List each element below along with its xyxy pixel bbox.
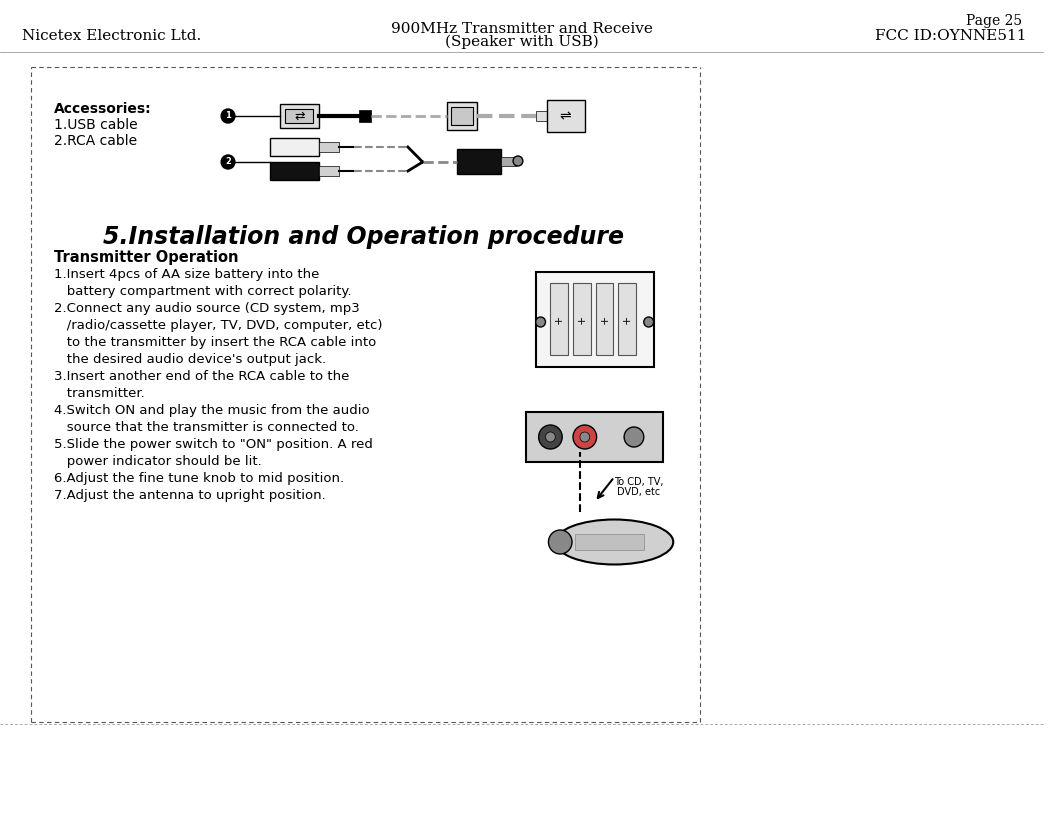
- Text: 1.USB cable: 1.USB cable: [54, 118, 138, 132]
- Text: power indicator should be lit.: power indicator should be lit.: [54, 455, 262, 468]
- Text: 1: 1: [225, 112, 230, 121]
- Text: Page 25: Page 25: [966, 14, 1023, 28]
- Circle shape: [513, 156, 523, 166]
- Circle shape: [538, 425, 562, 449]
- Text: 6.Adjust the fine tune knob to mid position.: 6.Adjust the fine tune knob to mid posit…: [54, 472, 344, 485]
- Text: 2.RCA cable: 2.RCA cable: [54, 134, 137, 148]
- Bar: [575, 534, 644, 550]
- Text: ⇌: ⇌: [560, 109, 571, 123]
- Bar: [280, 104, 320, 128]
- Circle shape: [546, 432, 555, 442]
- Text: 2: 2: [225, 158, 230, 167]
- Text: to the transmitter by insert the RCA cable into: to the transmitter by insert the RCA cab…: [54, 336, 376, 349]
- Bar: [535, 111, 547, 121]
- Bar: [320, 142, 339, 152]
- Circle shape: [644, 317, 653, 327]
- Bar: [526, 412, 664, 462]
- Bar: [320, 166, 339, 176]
- Bar: [457, 149, 501, 174]
- Text: 7.Adjust the antenna to upright position.: 7.Adjust the antenna to upright position…: [54, 489, 326, 502]
- Bar: [550, 283, 568, 355]
- Text: +: +: [599, 314, 610, 324]
- Bar: [447, 102, 477, 130]
- Circle shape: [624, 427, 644, 447]
- Text: (Speaker with USB): (Speaker with USB): [445, 35, 599, 49]
- Text: FCC ID:OYNNE511: FCC ID:OYNNE511: [875, 29, 1026, 43]
- Bar: [573, 283, 590, 355]
- Bar: [271, 138, 320, 156]
- Bar: [618, 283, 636, 355]
- Circle shape: [221, 155, 235, 169]
- Text: Nicetex Electronic Ltd.: Nicetex Electronic Ltd.: [21, 29, 201, 43]
- Text: 3.Insert another end of the RCA cable to the: 3.Insert another end of the RCA cable to…: [54, 370, 349, 383]
- Text: To CD, TV,: To CD, TV,: [614, 477, 664, 487]
- Text: 2.Connect any audio source (CD system, mp3: 2.Connect any audio source (CD system, m…: [54, 302, 360, 315]
- Text: DVD, etc: DVD, etc: [617, 487, 661, 497]
- Text: battery compartment with correct polarity.: battery compartment with correct polarit…: [54, 285, 352, 298]
- Text: 4.Switch ON and play the music from the audio: 4.Switch ON and play the music from the …: [54, 404, 370, 417]
- Circle shape: [221, 109, 235, 123]
- Text: transmitter.: transmitter.: [54, 387, 144, 400]
- Bar: [547, 100, 585, 132]
- Text: +: +: [577, 314, 587, 324]
- Bar: [501, 157, 516, 166]
- Ellipse shape: [555, 520, 673, 565]
- Text: the desired audio device's output jack.: the desired audio device's output jack.: [54, 353, 326, 366]
- Text: +: +: [622, 314, 632, 324]
- Text: +: +: [554, 314, 564, 324]
- Bar: [285, 109, 312, 123]
- Text: Transmitter Operation: Transmitter Operation: [54, 250, 239, 265]
- Text: 5.Installation and Operation procedure: 5.Installation and Operation procedure: [103, 225, 624, 249]
- Text: source that the transmitter is connected to.: source that the transmitter is connected…: [54, 421, 359, 434]
- Text: 900MHz Transmitter and Receive: 900MHz Transmitter and Receive: [391, 22, 653, 36]
- Circle shape: [548, 530, 572, 554]
- Bar: [359, 110, 371, 122]
- Bar: [596, 283, 614, 355]
- Text: ⇄: ⇄: [294, 109, 305, 122]
- Text: 5.Slide the power switch to "ON" position. A red: 5.Slide the power switch to "ON" positio…: [54, 438, 373, 451]
- Text: 1.Insert 4pcs of AA size battery into the: 1.Insert 4pcs of AA size battery into th…: [54, 268, 320, 281]
- Circle shape: [535, 317, 546, 327]
- Circle shape: [580, 432, 589, 442]
- Bar: [451, 107, 473, 125]
- Bar: [535, 272, 653, 367]
- Bar: [271, 162, 320, 180]
- Text: Accessories:: Accessories:: [54, 102, 152, 116]
- Circle shape: [573, 425, 597, 449]
- Text: /radio/cassette player, TV, DVD, computer, etc): /radio/cassette player, TV, DVD, compute…: [54, 319, 382, 332]
